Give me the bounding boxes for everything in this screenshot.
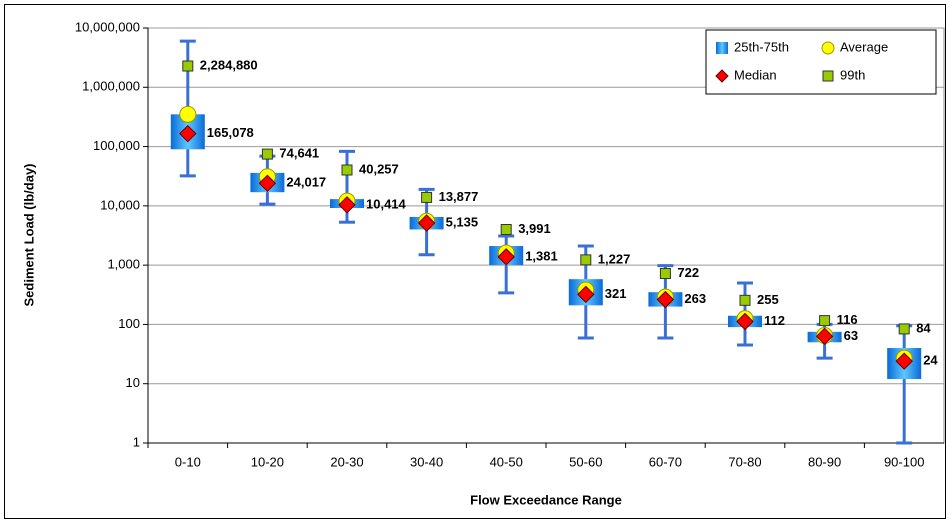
- y-tick-label: 1,000,000: [82, 79, 140, 94]
- plot-area: [147, 27, 945, 444]
- median-marker: [895, 352, 913, 370]
- p99-marker: [261, 148, 273, 160]
- y-tick-label: 10,000,000: [75, 19, 140, 34]
- median-label: 1,381: [525, 248, 558, 263]
- p99-label: 74,641: [279, 146, 319, 161]
- median-marker: [815, 327, 834, 346]
- p99-marker: [898, 323, 910, 335]
- median-label: 24: [923, 353, 938, 368]
- legend-swatch: [716, 42, 728, 54]
- median-marker: [577, 285, 595, 304]
- legend-label: Median: [734, 67, 777, 82]
- median-label: 5,135: [446, 214, 479, 229]
- p99-marker: [819, 315, 831, 327]
- x-axis-title: Flow Exceedance Range: [470, 492, 622, 507]
- x-tick-label: 90-100: [884, 454, 924, 469]
- median-label: 112: [764, 313, 785, 328]
- y-tick-label: 1: [133, 434, 140, 449]
- y-tick-label: 10,000: [100, 197, 140, 212]
- x-tick-label: 60-70: [649, 454, 682, 469]
- x-tick-label: 50-60: [569, 454, 602, 469]
- x-tick-label: 0-10: [175, 454, 201, 469]
- legend-label: Average: [840, 39, 888, 54]
- y-tick-label: 100: [118, 316, 140, 331]
- x-tick-label: 10-20: [251, 454, 284, 469]
- legend-swatch: [821, 41, 835, 55]
- y-tick-label: 100,000: [93, 138, 140, 153]
- p99-marker: [659, 268, 671, 280]
- median-marker: [338, 196, 356, 214]
- median-label: 165,078: [207, 125, 254, 140]
- median-marker: [656, 290, 675, 309]
- y-axis-title: Sediment Load (lb/day): [21, 163, 36, 306]
- x-tick-label: 40-50: [490, 454, 523, 469]
- p99-label: 116: [837, 312, 858, 327]
- p99-label: 255: [757, 292, 779, 307]
- median-label: 63: [844, 328, 858, 343]
- p99-marker: [580, 254, 592, 266]
- p99-label: 3,991: [518, 221, 551, 236]
- p99-label: 84: [916, 320, 931, 335]
- legend-swatch: [715, 69, 729, 83]
- p99-label: 1,227: [598, 251, 631, 266]
- legend-label: 25th-75th: [734, 39, 789, 54]
- median-marker: [179, 124, 197, 143]
- p99-marker: [421, 191, 433, 203]
- median-marker: [736, 312, 754, 331]
- x-tick-label: 80-90: [808, 454, 841, 469]
- legend-label: 99th: [840, 67, 865, 82]
- p99-label: 722: [677, 265, 699, 280]
- median-label: 263: [684, 291, 706, 306]
- legend: [705, 29, 937, 95]
- x-tick-label: 20-30: [330, 454, 363, 469]
- median-marker: [258, 174, 277, 193]
- x-tick-label: 30-40: [410, 454, 443, 469]
- average-marker: [179, 105, 197, 123]
- median-label: 321: [605, 286, 627, 301]
- p99-marker: [500, 224, 512, 236]
- legend-swatch: [822, 70, 834, 82]
- median-label: 24,017: [286, 175, 326, 190]
- p99-marker: [341, 164, 353, 176]
- x-tick-label: 70-80: [728, 454, 761, 469]
- median-marker: [417, 214, 436, 232]
- y-tick-label: 10: [126, 375, 140, 390]
- p99-label: 13,877: [439, 189, 479, 204]
- y-tick-label: 1,000: [107, 257, 140, 272]
- median-label: 10,414: [366, 196, 407, 211]
- median-marker: [497, 248, 515, 266]
- p99-marker: [182, 60, 194, 72]
- p99-marker: [739, 294, 751, 306]
- p99-label: 2,284,880: [200, 57, 258, 72]
- p99-label: 40,257: [359, 161, 399, 176]
